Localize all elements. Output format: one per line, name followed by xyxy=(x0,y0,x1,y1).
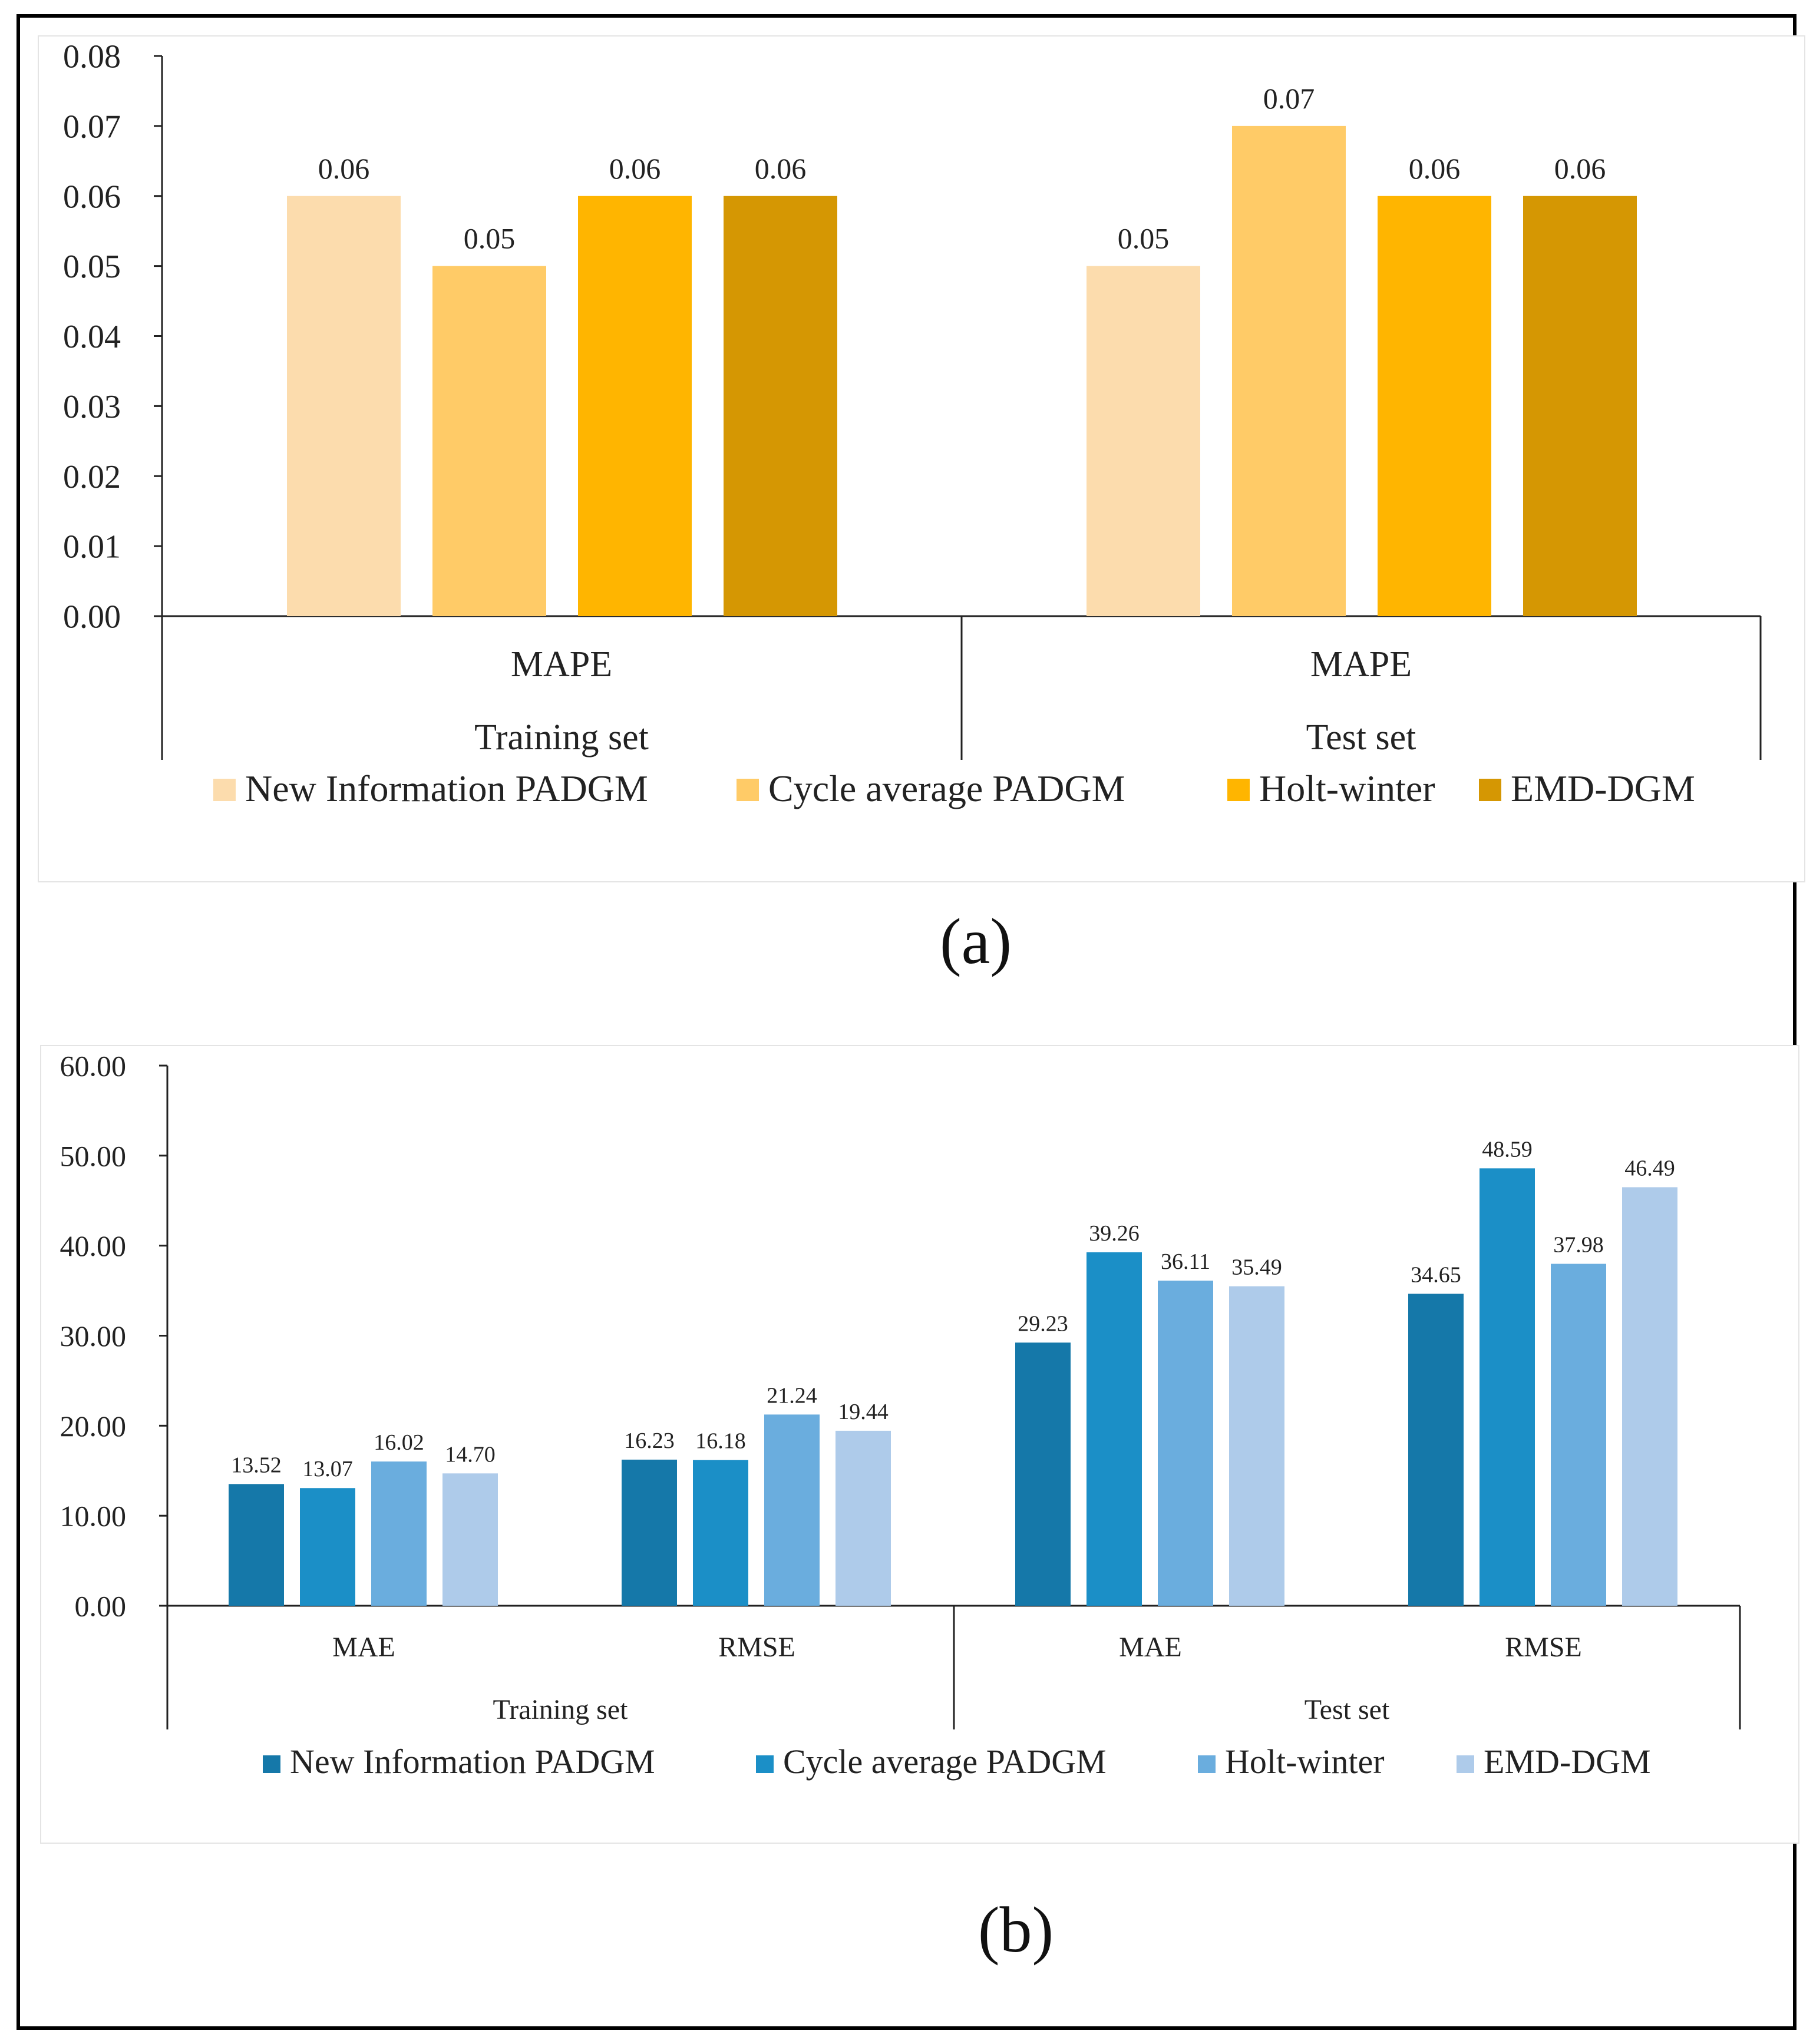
chart-b-bar xyxy=(1622,1187,1677,1606)
chart-a-legend-swatch xyxy=(737,779,759,801)
chart-b-y-tick-label: 40.00 xyxy=(60,1229,127,1262)
chart-a-bar xyxy=(432,266,546,616)
chart-b-y-tick-label: 10.00 xyxy=(60,1500,127,1533)
chart-a-y-tick-label: 0.04 xyxy=(63,319,121,355)
chart-b-data-label: 16.18 xyxy=(695,1429,746,1454)
chart-b-bar xyxy=(442,1473,498,1606)
chart-a-legend-swatch xyxy=(1227,779,1250,801)
chart-b-data-label: 37.98 xyxy=(1553,1233,1604,1258)
chart-a-data-label: 0.07 xyxy=(1263,82,1315,115)
chart-a-y-tick-label: 0.01 xyxy=(63,529,121,565)
chart-b-bar xyxy=(1480,1168,1535,1606)
chart-b-data-label: 13.52 xyxy=(231,1453,282,1477)
chart-b-legend-label: Cycle average PADGM xyxy=(783,1742,1107,1781)
chart-b-legend-swatch xyxy=(1198,1755,1216,1773)
chart-b-data-label: 29.23 xyxy=(1018,1311,1068,1336)
chart-a-y-tick-label: 0.00 xyxy=(63,599,121,636)
chart-a-data-label: 0.06 xyxy=(1409,152,1461,185)
chart-b-data-label: 48.59 xyxy=(1482,1137,1533,1162)
chart-a-bar xyxy=(1523,196,1637,616)
chart-b-bar xyxy=(1158,1281,1213,1606)
chart-a-legend-swatch xyxy=(213,779,236,801)
chart-a-bar xyxy=(724,196,837,616)
chart-b-y-tick-label: 50.00 xyxy=(60,1139,127,1172)
chart-b-bar xyxy=(371,1461,427,1606)
chart-b-data-label: 21.24 xyxy=(767,1383,817,1408)
chart-a-y-tick-label: 0.05 xyxy=(63,249,121,285)
chart-b-category-label: RMSE xyxy=(718,1632,795,1663)
chart-a-category-label: MAPE xyxy=(1310,644,1412,684)
chart-b-bar xyxy=(229,1484,284,1606)
chart-a-legend-label: EMD-DGM xyxy=(1511,768,1695,809)
chart-b-data-label: 16.23 xyxy=(624,1428,675,1453)
chart-b-legend-swatch xyxy=(263,1755,280,1773)
chart-b-data-label: 13.07 xyxy=(302,1457,353,1481)
chart-b-bar xyxy=(836,1430,891,1606)
chart-a-group-label: Training set xyxy=(474,717,649,758)
chart-b-bar xyxy=(1087,1252,1142,1606)
chart-b-bar xyxy=(764,1414,820,1606)
chart-b-data-label: 36.11 xyxy=(1161,1249,1210,1274)
chart-b-bar xyxy=(1408,1294,1464,1606)
chart-a-data-label: 0.05 xyxy=(1118,222,1170,255)
chart-a-bar xyxy=(1087,266,1200,616)
chart-a-bar xyxy=(287,196,401,616)
chart-a-y-tick-label: 0.06 xyxy=(63,178,121,215)
panel-b-label: (b) xyxy=(977,1894,1054,1966)
chart-b-data-label: 46.49 xyxy=(1624,1156,1675,1180)
chart-b-data-label: 14.70 xyxy=(445,1442,496,1467)
chart-b-legend-swatch xyxy=(756,1755,774,1773)
chart-b-data-label: 39.26 xyxy=(1089,1221,1140,1246)
chart-a-bar xyxy=(1232,125,1346,616)
chart-b-legend-label: EMD-DGM xyxy=(1484,1742,1651,1781)
chart-b-group-label: Test set xyxy=(1305,1694,1390,1725)
chart-b-legend-label: New Information PADGM xyxy=(290,1742,655,1781)
chart-b-data-label: 19.44 xyxy=(838,1400,889,1424)
chart-a-y-tick-label: 0.08 xyxy=(63,39,121,75)
chart-a-group-label: Test set xyxy=(1306,717,1416,758)
chart-a-legend-swatch xyxy=(1479,779,1501,801)
chart-b-category-label: MAE xyxy=(332,1632,395,1663)
chart-b-bar xyxy=(300,1488,355,1606)
chart-a-bar xyxy=(1378,196,1491,616)
chart-a-legend-label: New Information PADGM xyxy=(245,768,648,809)
chart-b-legend-label: Holt-winter xyxy=(1225,1742,1385,1781)
chart-a-y-tick-label: 0.02 xyxy=(63,459,121,495)
chart-a-legend-label: Holt-winter xyxy=(1259,768,1435,809)
chart-a-y-tick-label: 0.03 xyxy=(63,389,121,425)
chart-b-data-label: 16.02 xyxy=(374,1430,424,1455)
chart-b-y-tick-label: 20.00 xyxy=(60,1410,127,1443)
chart-b-bar xyxy=(1229,1286,1284,1606)
chart-a-data-label: 0.06 xyxy=(609,152,661,185)
chart-b-bar xyxy=(1551,1264,1606,1606)
chart-b-y-tick-label: 60.00 xyxy=(60,1050,127,1083)
chart-b-bar xyxy=(693,1460,748,1606)
chart-a-category-label: MAPE xyxy=(511,644,612,684)
chart-a-legend-label: Cycle average PADGM xyxy=(768,768,1125,809)
chart-a-bar xyxy=(578,196,692,616)
chart-b-legend-swatch xyxy=(1457,1755,1474,1773)
chart-b-group-label: Training set xyxy=(493,1694,629,1725)
chart-b-bar xyxy=(1015,1342,1071,1606)
chart-a-data-label: 0.06 xyxy=(318,152,370,185)
chart-b-data-label: 35.49 xyxy=(1231,1255,1282,1280)
chart-a-data-label: 0.05 xyxy=(464,222,516,255)
chart-b-y-tick-label: 0.00 xyxy=(75,1590,127,1623)
chart-a-data-label: 0.06 xyxy=(1554,152,1606,185)
chart-b-data-label: 34.65 xyxy=(1411,1262,1461,1287)
chart-b-category-label: RMSE xyxy=(1505,1632,1582,1663)
chart-b-bar xyxy=(622,1459,677,1606)
chart-a-y-tick-label: 0.07 xyxy=(63,108,121,145)
chart-a-data-label: 0.06 xyxy=(755,152,807,185)
chart-b-y-tick-label: 30.00 xyxy=(60,1319,127,1352)
chart-b-category-label: MAE xyxy=(1119,1632,1182,1663)
panel-a-label: (a) xyxy=(939,905,1012,977)
